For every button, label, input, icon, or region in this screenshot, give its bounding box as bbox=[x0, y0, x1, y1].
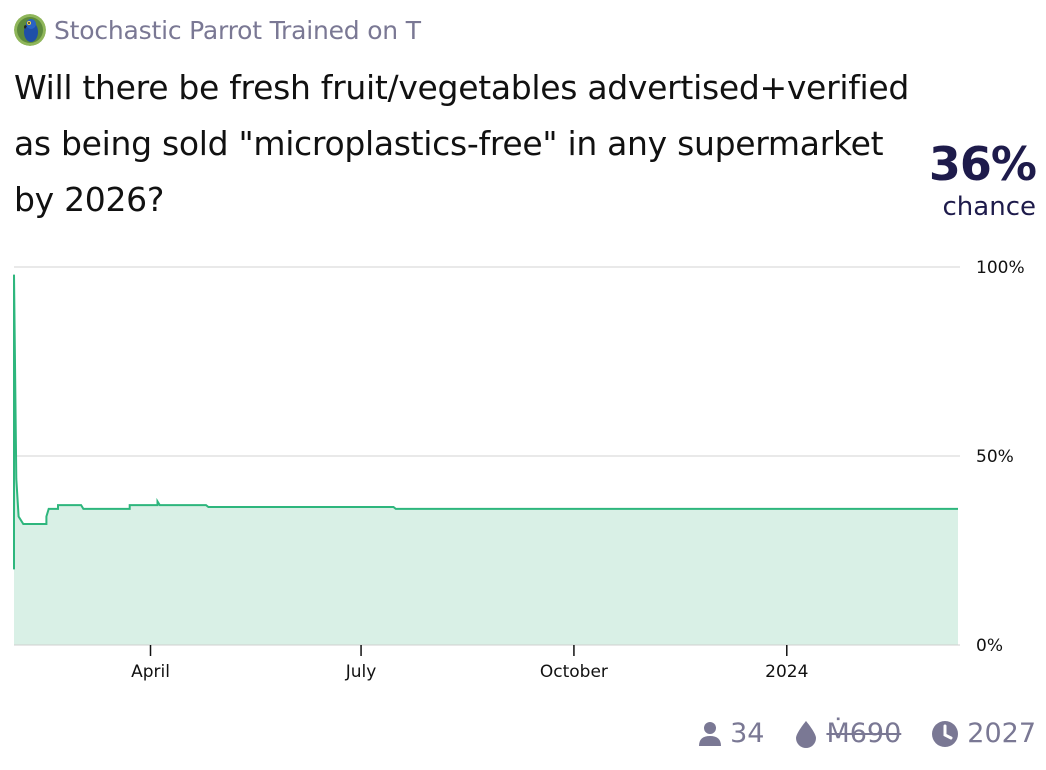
y-tick-label: 50% bbox=[976, 447, 1014, 467]
x-tick-label: 2024 bbox=[765, 662, 808, 682]
user-icon bbox=[699, 721, 722, 746]
market-stats: 34 Ṁ690 2027 bbox=[668, 718, 1036, 749]
probability-value: 36% bbox=[928, 137, 1037, 191]
volume-stat[interactable]: Ṁ690 bbox=[794, 718, 901, 749]
x-tick-label: October bbox=[540, 662, 608, 682]
close-date-stat[interactable]: 2027 bbox=[931, 718, 1036, 749]
droplet-icon bbox=[796, 720, 817, 748]
x-tick-label: July bbox=[345, 662, 377, 682]
volume-amount: Ṁ690 bbox=[826, 718, 902, 749]
x-axis-ticks: April July October 2024 bbox=[131, 645, 808, 682]
close-year: 2027 bbox=[967, 718, 1036, 749]
parrot-avatar-icon[interactable] bbox=[14, 14, 46, 46]
clock-icon bbox=[932, 720, 959, 747]
question-title: Will there be fresh fruit/vegetables adv… bbox=[14, 68, 910, 219]
y-tick-label: 0% bbox=[976, 636, 1003, 656]
creator-name[interactable]: Stochastic Parrot Trained on T bbox=[54, 15, 421, 45]
y-axis-ticks: 100% 50% 0% bbox=[976, 258, 1025, 656]
chart-grid bbox=[14, 266, 960, 457]
probability-chart[interactable]: 100% 50% 0% April July October 2024 bbox=[0, 0, 1046, 700]
x-tick-label: April bbox=[131, 662, 170, 682]
probability-display: 36% chance bbox=[928, 136, 1037, 222]
y-tick-label: 100% bbox=[976, 258, 1025, 278]
creator-row[interactable]: Stochastic Parrot Trained on T bbox=[14, 14, 421, 46]
traders-count: 34 bbox=[730, 718, 765, 749]
probability-label: chance bbox=[942, 192, 1036, 222]
chart-series-line bbox=[13, 274, 958, 570]
chart-area-fill bbox=[14, 274, 958, 645]
traders-stat[interactable]: 34 bbox=[698, 718, 764, 749]
